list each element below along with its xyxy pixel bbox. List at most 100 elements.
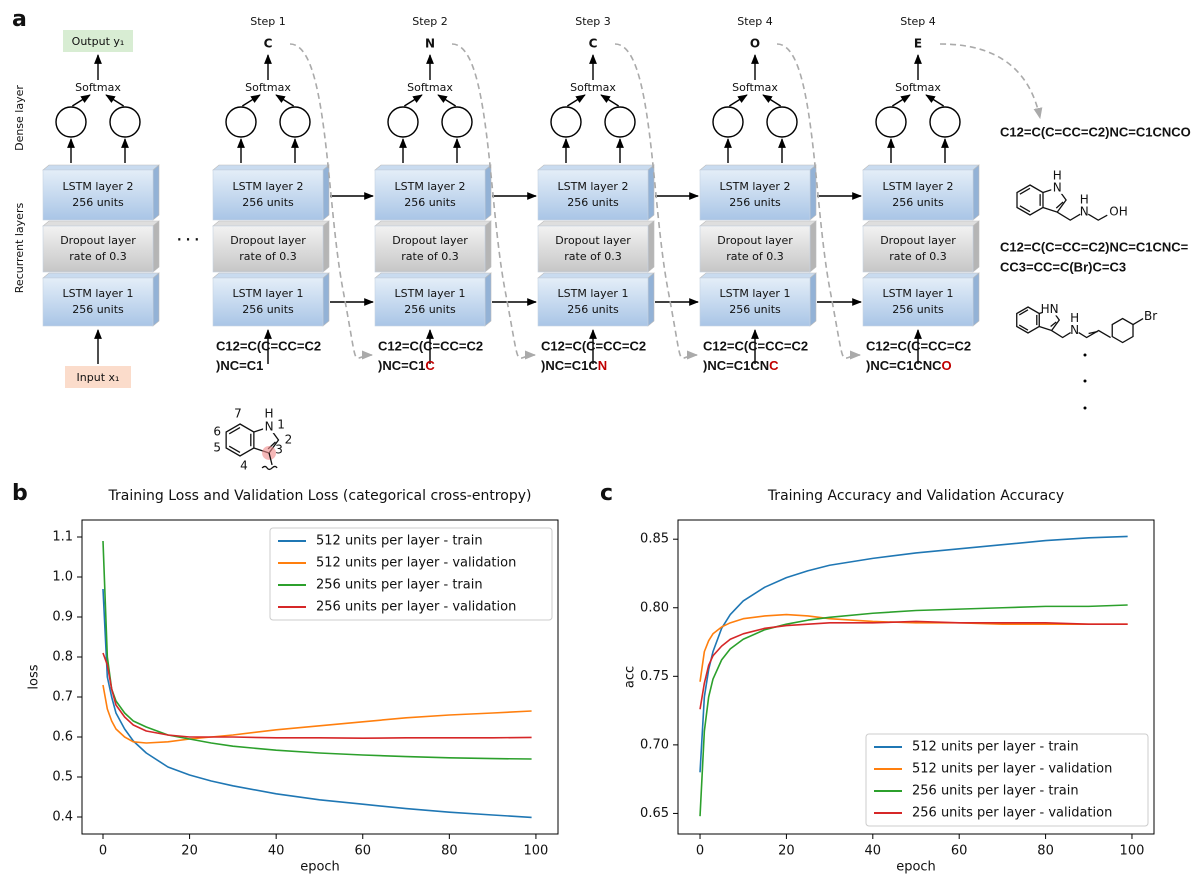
dropout-layer — [213, 226, 323, 272]
dense-neuron — [280, 107, 310, 137]
lstm-layer-1-top — [43, 273, 159, 278]
dense-neuron — [226, 107, 256, 137]
lstm-layer-1-side — [973, 273, 979, 326]
side-label: Dense layer — [13, 85, 26, 151]
lstm-layer-2-label: LSTM layer 2 — [720, 180, 791, 193]
lstm-layer-1 — [213, 278, 323, 326]
series-line — [700, 621, 1128, 709]
legend-label: 256 units per layer - train — [316, 578, 483, 593]
molecule-bond — [226, 424, 254, 456]
arrow — [763, 95, 781, 106]
x-tick-label: 60 — [354, 844, 371, 859]
lstm-layer-2 — [700, 170, 810, 220]
legend-label: 512 units per layer - validation — [316, 556, 516, 571]
lstm-layer-1-label: LSTM layer 1 — [395, 287, 466, 300]
step-label: Step 4 — [737, 15, 773, 28]
dropout-layer-top — [538, 221, 654, 226]
lstm-layer-2-label: 256 units — [729, 196, 781, 209]
lstm-layer-2-label: 256 units — [404, 196, 456, 209]
lstm-layer-2-top — [213, 165, 329, 170]
ring-number: 4 — [240, 459, 248, 473]
new-token: O — [941, 358, 951, 373]
x-tick-label: 100 — [1120, 844, 1145, 859]
lstm-layer-1-top — [213, 273, 329, 278]
lstm-layer-1-label: LSTM layer 1 — [883, 287, 954, 300]
lstm-layer-2 — [863, 170, 973, 220]
step-label: Step 1 — [250, 15, 286, 28]
dropout-layer-label: rate of 0.3 — [564, 250, 621, 263]
arrow — [601, 95, 619, 106]
molecule-bond — [1052, 331, 1071, 338]
lstm-layer-2-side — [973, 165, 979, 220]
panel-letter: c — [600, 481, 613, 506]
lstm-layer-2 — [43, 170, 153, 220]
lstm-layer-2-top — [375, 165, 491, 170]
input-smiles-line: )NC=C1CNCO — [866, 358, 952, 373]
lstm-layer-1-label: LSTM layer 1 — [558, 287, 629, 300]
y-tick-label: 0.70 — [640, 737, 669, 752]
dropout-layer-side — [153, 221, 159, 272]
arrow — [892, 95, 910, 106]
lstm-layer-1-top — [700, 273, 816, 278]
y-tick-label: 0.6 — [52, 730, 73, 745]
lstm-layer-2-top — [700, 165, 816, 170]
ring-number: 6 — [213, 425, 221, 439]
dropout-layer — [863, 226, 973, 272]
y-axis-label: loss — [27, 664, 42, 689]
dropout-layer-label: rate of 0.3 — [889, 250, 946, 263]
lstm-layer-2 — [375, 170, 485, 220]
lstm-layer-2 — [538, 170, 648, 220]
lstm-layer-2-top — [43, 165, 159, 170]
lstm-layer-1-label: 256 units — [567, 303, 619, 316]
lstm-layer-1-top — [538, 273, 654, 278]
dropout-layer-side — [323, 221, 329, 272]
lstm-layer-1-side — [810, 273, 816, 326]
series-line — [700, 615, 1128, 682]
x-tick-label: 0 — [696, 844, 704, 859]
legend-label: 256 units per layer - validation — [912, 806, 1112, 821]
legend-label: 256 units per layer - validation — [316, 600, 516, 615]
dense-neuron — [56, 107, 86, 137]
lstm-layer-1-top — [863, 273, 979, 278]
lstm-layer-1-side — [323, 273, 329, 326]
x-tick-label: 20 — [181, 844, 198, 859]
lstm-layer-2-label: 256 units — [567, 196, 619, 209]
result-smiles: C12=C(C=CC=C2)NC=C1CNC= — [1000, 239, 1189, 254]
molecule-bond — [1020, 188, 1030, 194]
dense-neuron — [442, 107, 472, 137]
chart-title: Training Accuracy and Validation Accurac… — [767, 488, 1064, 504]
dropout-layer — [538, 226, 648, 272]
dropout-layer-side — [485, 221, 491, 272]
dropout-layer-label: Dropout layer — [60, 234, 136, 247]
lstm-layer-1-label: LSTM layer 1 — [720, 287, 791, 300]
molecule-bond — [1020, 206, 1030, 212]
ring-number: 1 — [277, 418, 285, 432]
x-tick-label: 80 — [1037, 844, 1054, 859]
input-smiles: )NC=C1C — [541, 358, 598, 373]
x-axis-label: epoch — [300, 860, 340, 875]
dropout-layer — [43, 226, 153, 272]
ring-number: 5 — [213, 441, 221, 455]
input-smiles: )NC=C1 — [378, 358, 425, 373]
dropout-layer — [700, 226, 810, 272]
step-label: Step 4 — [900, 15, 936, 28]
lstm-layer-1-label: 256 units — [404, 303, 456, 316]
lstm-layer-1 — [375, 278, 485, 326]
step-token: E — [914, 37, 922, 51]
panel-letter: b — [12, 481, 28, 506]
molecule-bond — [1017, 185, 1043, 215]
legend-label: 512 units per layer - validation — [912, 762, 1112, 777]
softmax-label: Softmax — [245, 81, 291, 94]
step-token: O — [750, 37, 760, 51]
dense-neuron — [767, 107, 797, 137]
lstm-layer-1 — [538, 278, 648, 326]
dense-neuron — [605, 107, 635, 137]
series-line — [103, 589, 532, 817]
atom-label: H — [265, 407, 274, 421]
lstm-layer-2-top — [538, 165, 654, 170]
atom-label: HN — [1041, 302, 1059, 316]
ellipsis: · · · — [177, 233, 199, 247]
y-axis-label: acc — [623, 666, 638, 688]
lstm-layer-1-side — [648, 273, 654, 326]
x-tick-label: 80 — [441, 844, 458, 859]
